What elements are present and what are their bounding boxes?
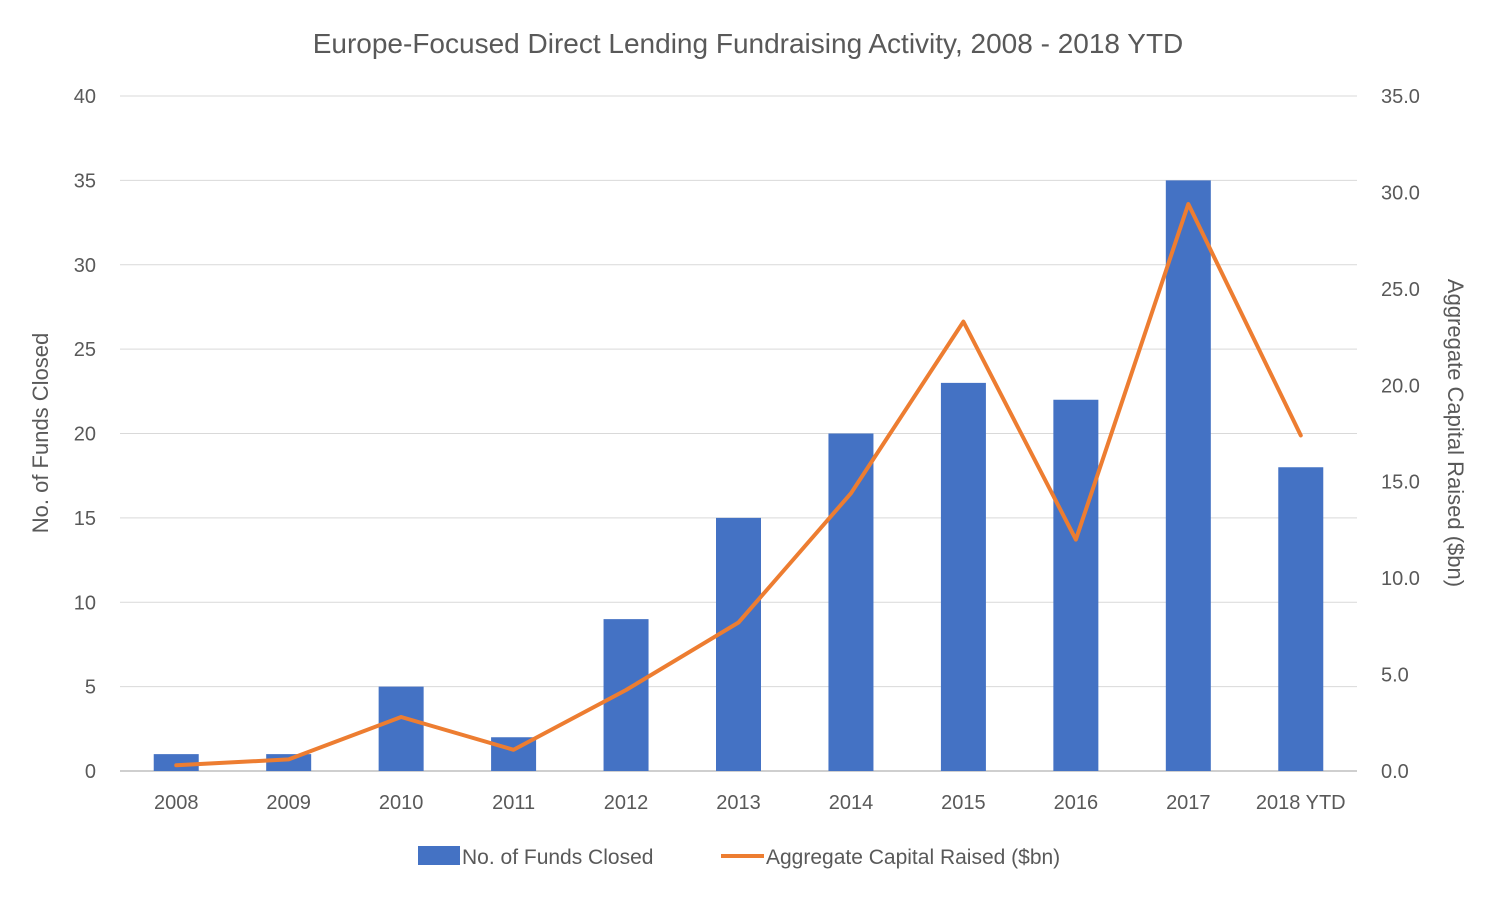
x-tick-label: 2015 <box>941 792 986 814</box>
right-axis-title: Aggregate Capital Raised ($bn) <box>1443 279 1468 587</box>
left-tick-label: 15 <box>74 508 96 530</box>
right-tick-label: 0.0 <box>1381 761 1409 783</box>
legend: No. of Funds Closed Aggregate Capital Ra… <box>418 846 1060 869</box>
left-axis-ticks: 0 5 10 15 20 25 30 35 40 <box>74 86 96 783</box>
legend-line-label: Aggregate Capital Raised ($bn) <box>766 846 1060 869</box>
left-tick-label: 20 <box>74 424 96 446</box>
x-tick-label: 2017 <box>1166 792 1211 814</box>
bar-2017 <box>1166 180 1211 771</box>
right-tick-label: 5.0 <box>1381 665 1409 687</box>
x-tick-label: 2014 <box>829 792 874 814</box>
bar-2012 <box>604 619 649 771</box>
bar-2014 <box>828 434 873 772</box>
right-tick-label: 20.0 <box>1381 375 1420 397</box>
legend-bar-swatch <box>418 846 460 865</box>
bar-2013 <box>716 518 761 771</box>
bar-2009 <box>266 754 311 771</box>
bar-2016 <box>1053 400 1098 771</box>
left-tick-label: 10 <box>74 592 96 614</box>
x-tick-label: 2016 <box>1054 792 1099 814</box>
x-tick-label: 2011 <box>492 792 535 814</box>
left-tick-label: 0 <box>85 761 96 783</box>
bar-series <box>154 180 1324 771</box>
bar-2015 <box>941 383 986 771</box>
right-tick-label: 25.0 <box>1381 279 1420 301</box>
legend-bar-label: No. of Funds Closed <box>462 846 653 869</box>
left-tick-label: 5 <box>85 677 96 699</box>
x-tick-label: 2010 <box>379 792 424 814</box>
left-tick-label: 25 <box>74 339 96 361</box>
left-tick-label: 30 <box>74 255 96 277</box>
x-tick-label: 2008 <box>154 792 199 814</box>
chart-title: Europe-Focused Direct Lending Fundraisin… <box>313 28 1184 59</box>
x-axis-ticks: 2008 2009 2010 2011 2012 2013 2014 2015 2016 2017… <box>154 792 1346 814</box>
x-tick-label: 2009 <box>266 792 311 814</box>
left-tick-label: 40 <box>74 86 96 108</box>
bar-2018-ytd <box>1278 467 1323 771</box>
bar-2010 <box>379 687 424 771</box>
x-tick-label: 2012 <box>604 792 649 814</box>
left-axis-title: No. of Funds Closed <box>28 333 53 534</box>
x-tick-label: 2018 YTD <box>1256 792 1346 814</box>
right-axis-ticks: 0.0 5.0 10.0 15.0 20.0 25.0 30.0 35.0 <box>1381 86 1420 783</box>
right-tick-label: 10.0 <box>1381 568 1420 590</box>
x-tick-label: 2013 <box>716 792 761 814</box>
right-tick-label: 35.0 <box>1381 86 1420 108</box>
right-tick-label: 15.0 <box>1381 472 1420 494</box>
right-tick-label: 30.0 <box>1381 182 1420 204</box>
left-tick-label: 35 <box>74 170 96 192</box>
